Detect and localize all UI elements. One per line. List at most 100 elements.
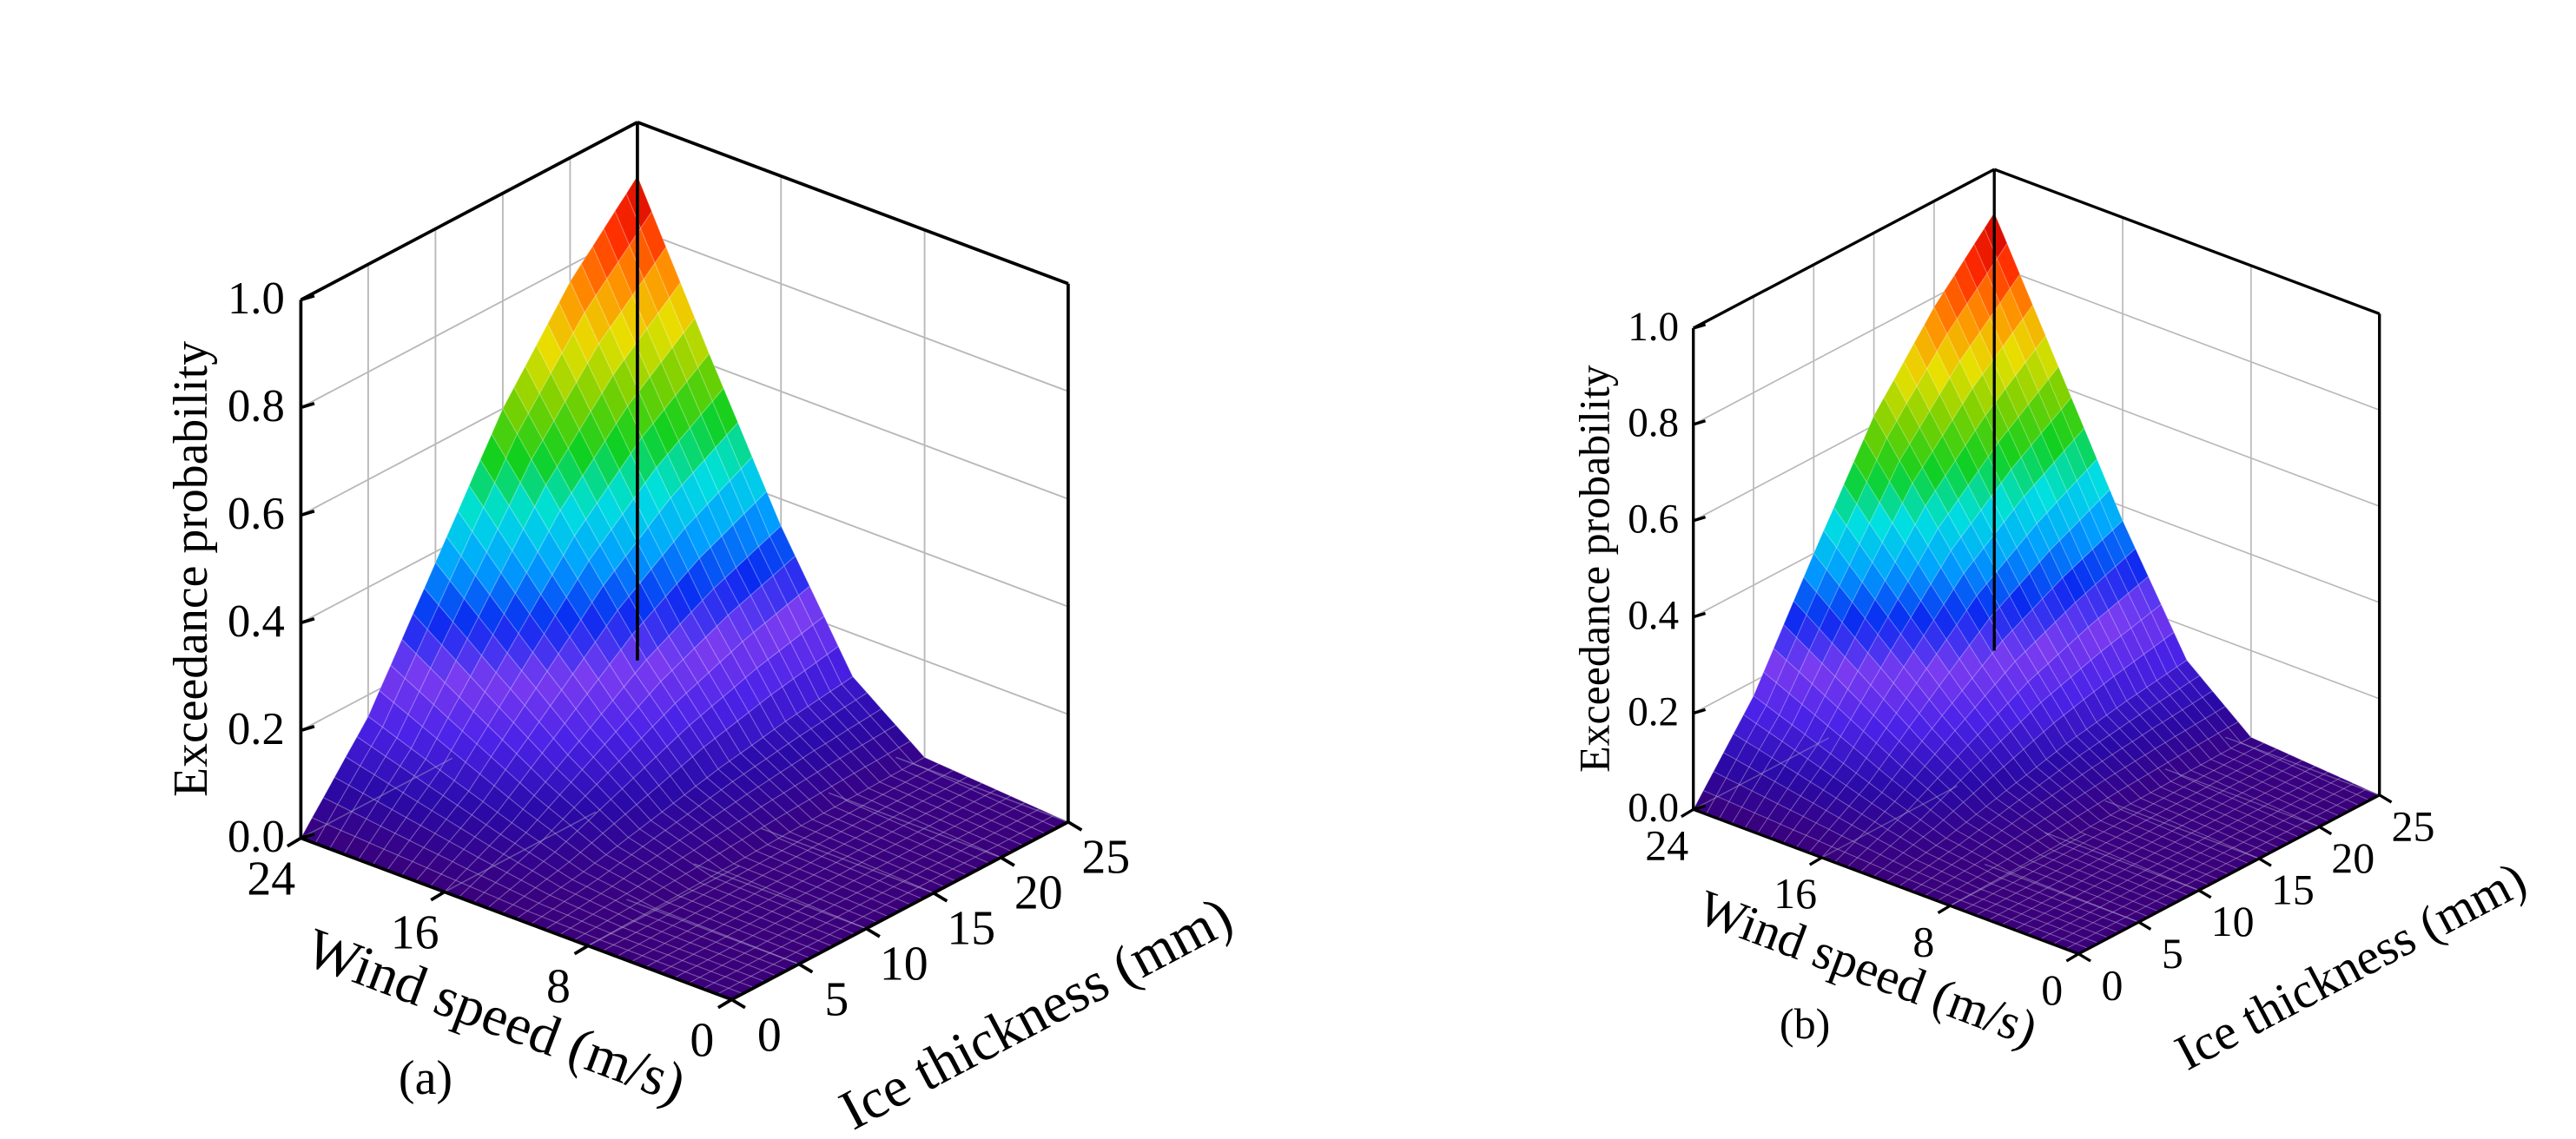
surface-patch — [1982, 892, 2007, 905]
surface-patch — [2187, 744, 2212, 766]
z-tick — [1693, 516, 1707, 523]
surface-patch — [622, 870, 651, 887]
surface-patch — [829, 683, 857, 708]
surface-patch — [2041, 587, 2066, 623]
gridline-z — [300, 228, 638, 409]
surface-patch — [1829, 735, 1854, 765]
x-tick — [430, 890, 446, 902]
surface-patch — [710, 695, 738, 731]
surface-patch — [491, 407, 519, 460]
z-tick-label: 0.2 — [228, 704, 285, 754]
surface-patch — [1864, 598, 1889, 635]
surface-patch — [569, 262, 597, 314]
z-tick-label: 0.0 — [1628, 786, 1679, 831]
surface-patch — [1980, 495, 2005, 537]
surface-patch — [717, 479, 745, 526]
surface-patch — [737, 813, 766, 834]
surface-patch — [2053, 805, 2079, 823]
x-tick — [1808, 856, 1823, 866]
surface-patch — [2012, 748, 2038, 776]
surface-patch — [561, 332, 589, 384]
surface-patch — [1956, 882, 1982, 895]
surface-patch — [820, 849, 849, 864]
axes-frame — [299, 121, 1070, 1002]
frame-edge — [730, 820, 1069, 1002]
surface-patch — [370, 726, 398, 758]
surface-patch — [1776, 787, 1801, 811]
y-tick — [797, 962, 814, 974]
gridline-floor-y — [2044, 832, 2200, 892]
surface-patch — [619, 853, 647, 872]
surface-patch — [1947, 844, 1973, 859]
surface-patch — [1894, 542, 1919, 583]
surface-patch — [2002, 332, 2026, 377]
surface-patch — [651, 554, 678, 598]
surface-patch — [684, 965, 713, 978]
surface-patch — [525, 550, 553, 596]
surface-patch — [1915, 668, 1940, 701]
surface-patch — [596, 772, 624, 800]
surface-patch — [1702, 770, 1727, 797]
surface-patch — [2066, 906, 2091, 918]
surface-patch — [2153, 638, 2178, 675]
surface-patch — [1856, 481, 1880, 524]
surface-patch — [1863, 414, 1888, 462]
surface-patch — [2063, 438, 2088, 482]
surface-patch — [2150, 603, 2175, 641]
surface-patch — [1990, 741, 2015, 768]
surface-patch — [1957, 745, 1982, 772]
surface-patch — [1831, 835, 1856, 853]
y-tick — [1067, 820, 1083, 832]
surface-patch — [723, 566, 751, 607]
surface-patch — [1969, 331, 1994, 376]
surface-patch — [776, 742, 804, 767]
surface-patch — [836, 813, 865, 826]
surface-patch — [692, 947, 721, 961]
frame-edge — [1692, 168, 1995, 330]
surface-patch — [1943, 588, 1967, 626]
surface-patch — [848, 806, 876, 820]
surface-patch — [542, 851, 571, 872]
surface-patch — [1942, 810, 1967, 832]
surface-patch — [1966, 287, 1991, 333]
surface-patch — [340, 811, 367, 838]
surface-patch — [2019, 859, 2044, 872]
surface-patch — [2051, 787, 2076, 807]
gridline-floor-y — [1984, 863, 2139, 923]
panel-label: (a) — [399, 1051, 452, 1105]
surface-patch — [664, 394, 691, 443]
gridline-z — [637, 228, 1069, 392]
surface-patch — [2113, 869, 2139, 881]
surface-patch — [644, 466, 671, 514]
surface-patch — [1958, 837, 1983, 853]
surface-patch — [1948, 658, 1973, 692]
surface-patch — [733, 676, 761, 714]
surface-patch — [763, 613, 791, 652]
surface-patch — [843, 699, 872, 724]
surface-patch — [594, 625, 622, 666]
surface-patch — [717, 947, 746, 960]
surface-patch — [1994, 672, 2019, 705]
surface-patch — [2140, 611, 2165, 649]
surface-patch — [1917, 544, 1942, 585]
surface-patch — [2182, 780, 2208, 793]
gridline-floor-x — [1821, 785, 1958, 859]
z-axis-title: Exceedance probability — [1571, 365, 1619, 772]
surface-patch — [2212, 764, 2238, 777]
surface-patch — [1866, 742, 1890, 770]
surface-patch — [450, 730, 478, 764]
surface-patch — [408, 825, 436, 849]
frame-edge — [2077, 793, 2381, 956]
gridline-floor-y — [2104, 800, 2260, 859]
z-tick-label: 1.0 — [228, 273, 285, 324]
surface-patch — [782, 899, 810, 912]
x-tick — [1681, 807, 1694, 819]
surface-patch — [726, 820, 755, 841]
x-tick — [717, 997, 733, 1010]
surface-patch — [1871, 792, 1896, 813]
surface-patch — [1974, 695, 1999, 726]
surface-patch — [2004, 660, 2029, 694]
surface-patch — [559, 491, 587, 537]
surface-patch — [1927, 858, 1953, 872]
surface-patch — [1954, 718, 1978, 747]
